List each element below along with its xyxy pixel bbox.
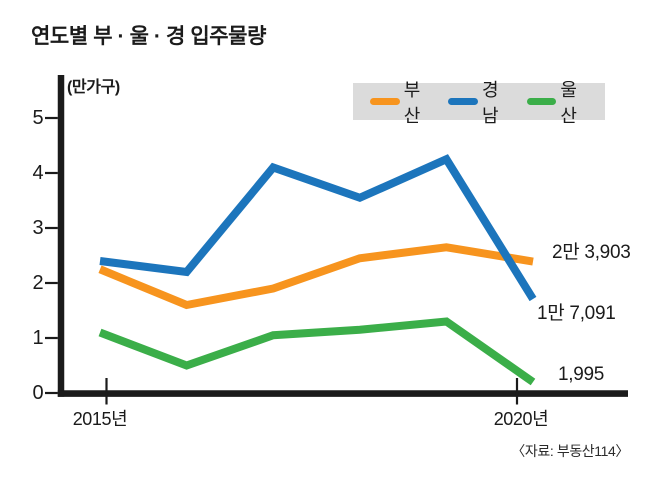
- value-label-gyeongnam: 1만 7,091: [537, 303, 616, 324]
- y-tick-label: 5: [32, 107, 44, 129]
- y-tick-label: 4: [32, 162, 44, 184]
- ulsan-line-swatch-icon: [526, 98, 557, 105]
- legend-label-gyeongnam: 경남: [482, 79, 499, 126]
- legend-label-busan: 부산: [403, 79, 421, 126]
- line-busan: [98, 243, 534, 310]
- legend: 부산 경남 울산: [353, 80, 605, 126]
- y-tick-label: 0: [32, 382, 44, 404]
- line-ulsan: [98, 317, 536, 386]
- legend-label-ulsan: 울산: [560, 79, 577, 126]
- x-tick-label-2015: 2015년: [72, 409, 128, 429]
- y-tick-label: 1: [32, 327, 44, 349]
- source-caption: 〈자료: 부동산114〉: [511, 443, 629, 459]
- y-axis-unit-label: (만가구): [67, 79, 120, 96]
- value-label-ulsan: 1,995: [558, 364, 605, 385]
- busan-line-swatch-icon: [370, 98, 400, 105]
- y-tick-label: 2: [32, 272, 44, 294]
- y-tick-label: 3: [32, 217, 44, 239]
- legend-item-ulsan: 울산: [526, 76, 592, 128]
- gyeongnam-line-swatch-icon: [448, 98, 479, 105]
- line-gyeongnam: [99, 154, 537, 302]
- legend-item-gyeongnam: 경남: [448, 76, 513, 128]
- x-tick-label-2020: 2020년: [493, 409, 549, 429]
- legend-item-busan: 부산: [370, 76, 435, 128]
- page-title: 연도별 부 · 울 · 경 입주물량: [31, 25, 266, 48]
- value-label-busan: 2만 3,903: [552, 242, 631, 263]
